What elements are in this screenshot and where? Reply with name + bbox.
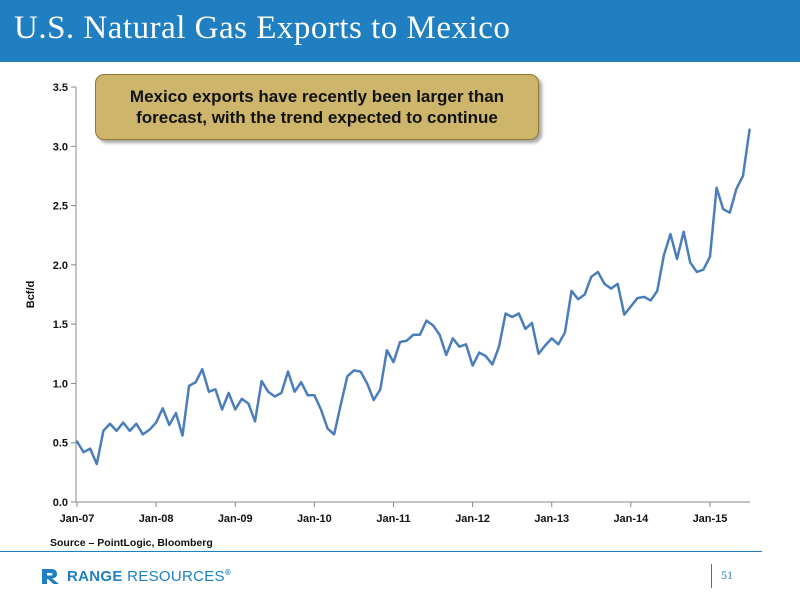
x-tick-label: Jan-15 (693, 513, 728, 525)
x-tick-label: Jan-13 (534, 513, 569, 525)
y-tick-label: 2.0 (53, 260, 68, 272)
range-resources-logo: RANGE RESOURCES® (40, 565, 231, 587)
x-tick-label: Jan-11 (376, 513, 410, 525)
y-tick-label: 1.0 (53, 378, 68, 390)
y-tick-label: 0.0 (53, 497, 68, 509)
y-tick-label: 3.0 (53, 141, 68, 153)
x-tick-label: Jan-12 (455, 513, 490, 525)
source-note: Source – PointLogic, Bloomberg (50, 537, 213, 549)
title-bar: U.S. Natural Gas Exports to Mexico (0, 0, 800, 62)
x-tick-label: Jan-09 (218, 513, 253, 525)
x-tick-label: Jan-08 (139, 513, 174, 525)
y-axis-label: Bcf/d (25, 281, 37, 309)
callout-box: Mexico exports have recently been larger… (95, 74, 539, 140)
callout-text: Mexico exports have recently been larger… (129, 87, 505, 127)
range-logo-icon (42, 569, 59, 584)
logo-wordmark: RANGE RESOURCES® (67, 568, 231, 585)
y-tick-label: 2.5 (53, 201, 68, 213)
y-tick-label: 0.5 (53, 438, 68, 450)
y-tick-label: 3.5 (53, 82, 68, 94)
logo-range: RANGE (67, 567, 123, 585)
series-line (75, 128, 751, 466)
y-tick-label: 1.5 (53, 319, 68, 331)
x-tick-label: Jan-10 (297, 513, 332, 525)
line-chart: 0.0 0.5 1.0 1.5 2.0 2.5 3.0 3.5 Jan-07 Jan-08 Jan-… (25, 82, 751, 525)
page-title: U.S. Natural Gas Exports to Mexico (14, 10, 511, 46)
x-tick-label: Jan-07 (60, 513, 95, 525)
page-number: 51 (721, 568, 733, 582)
logo-resources: RESOURCES (122, 567, 225, 585)
footer-divider (0, 551, 762, 552)
x-tick-label: Jan-14 (613, 513, 649, 525)
logo-registered: ® (224, 567, 232, 577)
page-number-divider (711, 564, 712, 588)
